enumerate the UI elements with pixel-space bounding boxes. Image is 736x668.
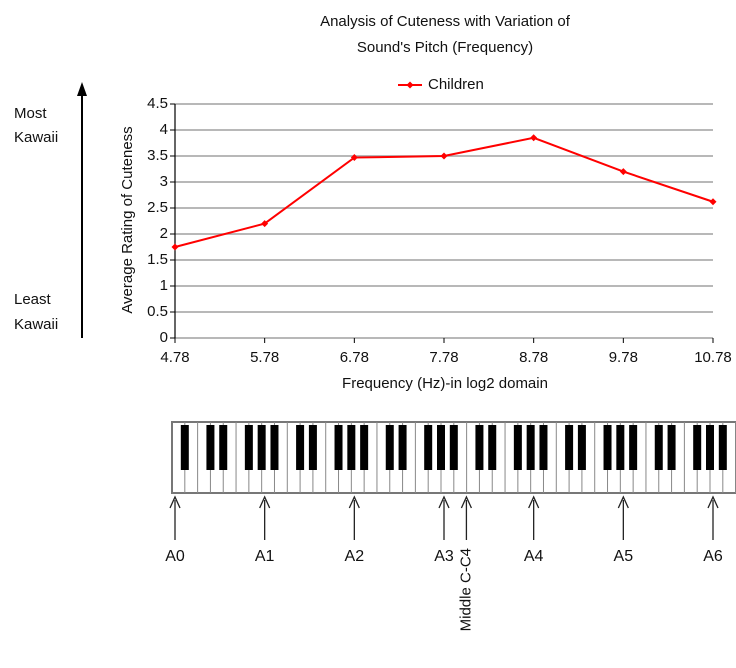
note-label: A2 [345,548,365,565]
x-tick-label: 10.78 [694,349,732,366]
note-arrow-head [169,495,181,509]
black-key [565,425,574,470]
y-tick-label: 3 [160,173,168,190]
note-label: A5 [614,548,634,565]
data-point [440,152,448,160]
black-key [398,425,407,470]
note-arrow-head [617,495,629,509]
black-key [206,425,215,470]
chart-title: Sound's Pitch (Frequency) [357,39,533,56]
y-tick-label: 3.5 [147,147,168,164]
black-key [385,425,394,470]
y-axis-label: Average Rating of Cuteness [119,126,136,313]
black-key [706,425,714,470]
x-tick-label: 6.78 [340,349,369,366]
black-key [449,425,458,470]
black-key [718,425,727,470]
black-key [360,425,369,470]
y-tick-label: 2.5 [147,199,168,216]
black-key [526,425,535,470]
y-tick-label: 4.5 [147,95,168,112]
x-tick-label: 7.78 [429,349,458,366]
black-key [616,425,625,470]
black-key [513,425,522,470]
black-key [475,425,484,470]
y-tick-label: 1 [160,277,168,294]
piano [171,421,736,494]
black-key [270,425,279,470]
black-key [308,425,317,470]
data-point [619,168,627,176]
y-tick-label: 4 [160,121,168,138]
black-key [257,425,266,470]
black-key [334,425,343,470]
x-tick-label: 8.78 [519,349,548,366]
note-label: A4 [524,548,544,565]
data-point [350,154,358,162]
data-point [709,198,717,206]
black-key [424,425,433,470]
black-key [667,425,676,470]
x-tick-label: 5.78 [250,349,279,366]
note-label: Middle C-C4 [457,548,474,631]
side-label: Kawaii [14,316,58,333]
note-label: A1 [255,548,275,565]
chart-title: Analysis of Cuteness with Variation of [320,13,571,30]
note-arrow-head [528,495,540,509]
black-key [180,425,189,470]
note-arrow-head [460,495,473,509]
side-label: Least [14,291,52,308]
legend-marker [406,81,414,89]
black-key [437,425,445,470]
data-point [171,243,179,251]
black-key [629,425,638,470]
x-tick-label: 9.78 [609,349,638,366]
data-point [530,134,538,142]
black-key [603,425,612,470]
note-arrow-head [259,495,271,509]
legend-label: Children [428,76,484,93]
black-key [577,425,586,470]
black-key [244,425,253,470]
black-key [654,425,663,470]
black-key [296,425,305,470]
note-arrow-head [707,495,719,509]
black-key [347,425,356,470]
black-key [219,425,228,470]
scale-arrow-head [77,82,87,96]
y-tick-label: 1.5 [147,251,168,268]
note-arrow-head [438,495,450,509]
side-label: Kawaii [14,129,58,146]
y-tick-label: 2 [160,225,168,242]
black-key [539,425,548,470]
x-axis-label: Frequency (Hz)-in log2 domain [342,375,548,392]
side-label: Most [14,105,47,122]
note-arrow-head [348,495,360,509]
black-key [488,425,497,470]
y-tick-label: 0.5 [147,303,168,320]
note-label: A6 [703,548,723,565]
black-key [693,425,702,470]
data-point [261,220,269,228]
note-label: A3 [434,548,454,565]
x-tick-label: 4.78 [160,349,189,366]
y-tick-label: 0 [160,329,168,346]
note-label: A0 [165,548,185,565]
